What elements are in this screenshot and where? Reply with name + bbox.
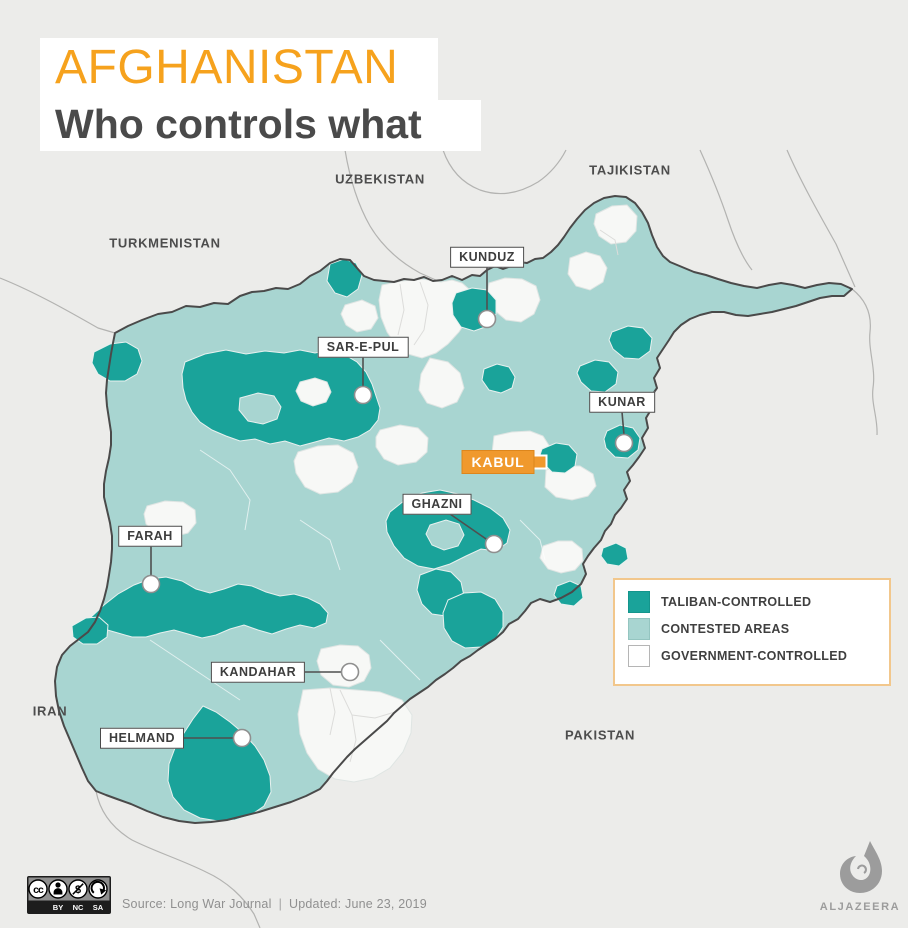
- country-label-iran: IRAN: [32, 703, 68, 719]
- legend-item-taliban: TALIBAN-CONTROLLED: [628, 591, 889, 613]
- city-marker-farah: [141, 574, 161, 594]
- city-markers: [141, 309, 634, 748]
- legend-item-contested: CONTESTED AREAS: [628, 618, 889, 640]
- page-subtitle: Who controls what: [55, 101, 422, 147]
- source-divider: |: [278, 897, 283, 911]
- cc-term-nc: NC: [73, 903, 84, 912]
- cc-icon: [28, 879, 48, 899]
- legend-label: GOVERNMENT-CONTROLLED: [661, 649, 848, 663]
- district-polygon: [608, 325, 653, 360]
- district-polygon: [567, 251, 608, 291]
- cc-glyph: cc: [33, 884, 44, 896]
- district-boundary-lines: [149, 229, 619, 763]
- capital-label-kabul: KABUL: [461, 450, 535, 474]
- city-marker-helmand: [232, 728, 252, 748]
- city-leader-lines: [150, 266, 625, 739]
- city-marker-kunar: [614, 433, 634, 453]
- city-marker-ghazni: [484, 534, 504, 554]
- district-polygon: [181, 349, 381, 447]
- taliban-color-swatch: [628, 591, 650, 613]
- contested-color-swatch: [628, 618, 650, 640]
- city-marker-kunduz: [477, 309, 497, 329]
- city-label-ghazni: GHAZNI: [402, 493, 472, 515]
- government-color-swatch: [628, 645, 650, 667]
- city-label-farah: FARAH: [118, 525, 182, 547]
- city-label-sar-e-pul: SAR-E-PUL: [317, 336, 409, 358]
- district-polygon: [340, 299, 379, 333]
- city-label-helmand: HELMAND: [100, 727, 184, 749]
- creative-commons-badge: cc $ BY NC SA: [27, 876, 111, 914]
- legend-label: CONTESTED AREAS: [661, 622, 790, 636]
- source-attribution: Source: Long War Journal | Updated: June 2…: [122, 897, 427, 911]
- aljazeera-wordmark: ALJAZEERA: [820, 901, 900, 913]
- map-legend: TALIBAN-CONTROLLED CONTESTED AREAS GOVER…: [613, 578, 891, 686]
- district-polygon: [600, 542, 629, 567]
- cc-term-sa: SA: [93, 903, 104, 912]
- legend-item-government: GOVERNMENT-CONTROLLED: [628, 645, 889, 667]
- district-polygon: [481, 363, 516, 394]
- country-label-pakistan: PAKISTAN: [564, 727, 636, 743]
- page-title: AFGHANISTAN: [55, 41, 399, 94]
- aljazeera-logo: ALJAZEERA: [820, 841, 900, 913]
- city-marker-sar-e-pul: [353, 385, 373, 405]
- country-label-uzbekistan: UZBEKISTAN: [335, 171, 425, 187]
- city-label-kunar: KUNAR: [589, 391, 655, 413]
- country-label-turkmenistan: TURKMENISTAN: [109, 235, 221, 251]
- neighbor-borders: [0, 149, 878, 928]
- district-polygon: [425, 519, 465, 551]
- afghanistan-border: [54, 195, 853, 824]
- district-polygon: [295, 377, 332, 407]
- district-polygon: [576, 359, 619, 393]
- district-polygon: [418, 357, 465, 409]
- cc-term-by: BY: [53, 903, 63, 912]
- title-background: [40, 38, 438, 100]
- city-marker-kandahar: [340, 662, 360, 682]
- district-polygon: [91, 341, 143, 382]
- capital-marker-kabul: [532, 454, 548, 470]
- legend-label: TALIBAN-CONTROLLED: [661, 595, 812, 609]
- subtitle-background: [40, 100, 481, 151]
- source-text: Source: Long War Journal: [122, 897, 272, 911]
- city-label-kunduz: KUNDUZ: [450, 246, 524, 268]
- aljazeera-flame-icon: [840, 841, 882, 893]
- district-polygon: [375, 424, 429, 466]
- updated-text: Updated: June 23, 2019: [289, 897, 427, 911]
- district-polygon: [238, 392, 282, 425]
- district-polygon: [539, 540, 584, 574]
- district-polygon: [293, 444, 359, 495]
- country-label-tajikistan: TAJIKISTAN: [589, 162, 671, 178]
- district-polygon: [593, 204, 638, 245]
- city-label-kandahar: KANDAHAR: [210, 661, 306, 683]
